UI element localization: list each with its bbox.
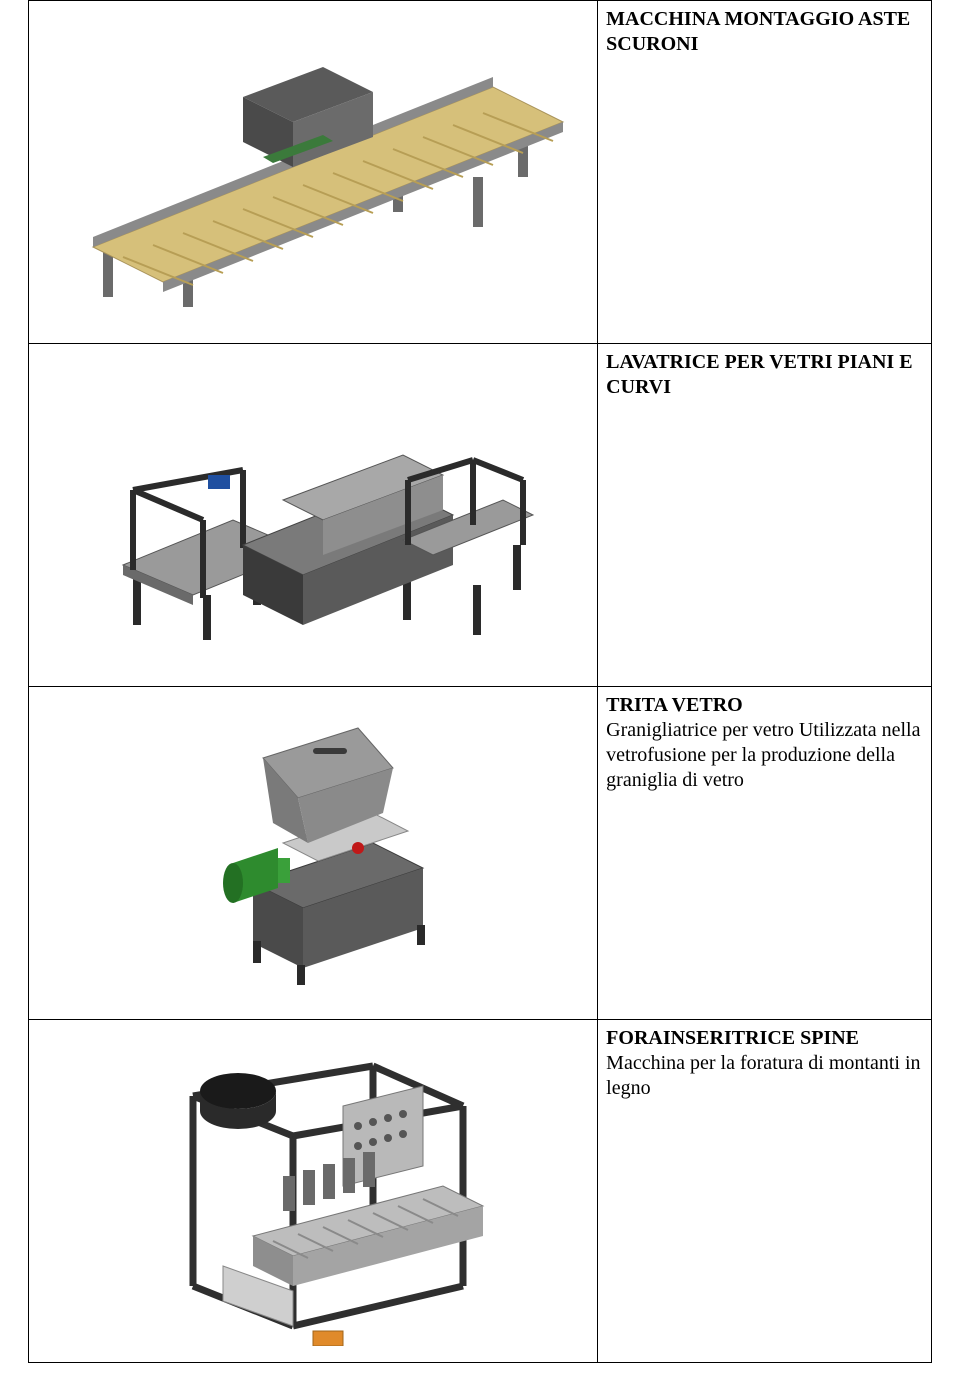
machine-illustration-1 bbox=[53, 7, 573, 317]
table-row: TRITA VETRO Granigliatrice per vetro Uti… bbox=[29, 687, 932, 1020]
machine-illustration-3 bbox=[153, 693, 473, 993]
image-cell-3 bbox=[29, 687, 598, 1020]
row-title: FORAINSERITRICE SPINE bbox=[606, 1027, 859, 1049]
machine-illustration-4 bbox=[113, 1026, 513, 1346]
image-cell-1 bbox=[29, 1, 598, 344]
machines-table: MACCHINA MONTAGGIO ASTE SCURONI bbox=[28, 0, 932, 1363]
text-cell-1: MACCHINA MONTAGGIO ASTE SCURONI bbox=[598, 1, 932, 344]
row-desc: Macchina per la foratura di montanti in … bbox=[606, 1052, 920, 1099]
row-desc: Granigliatrice per vetro Utilizzata nell… bbox=[606, 719, 920, 791]
table-row: LAVATRICE PER VETRI PIANI E CURVI bbox=[29, 344, 932, 687]
row-title: LAVATRICE PER VETRI PIANI E CURVI bbox=[606, 351, 912, 398]
image-cell-2 bbox=[29, 344, 598, 687]
text-cell-4: FORAINSERITRICE SPINE Macchina per la fo… bbox=[598, 1020, 932, 1363]
row-title: MACCHINA MONTAGGIO ASTE SCURONI bbox=[606, 8, 910, 55]
machine-illustration-2 bbox=[83, 350, 543, 660]
table-row: FORAINSERITRICE SPINE Macchina per la fo… bbox=[29, 1020, 932, 1363]
image-cell-4 bbox=[29, 1020, 598, 1363]
text-cell-3: TRITA VETRO Granigliatrice per vetro Uti… bbox=[598, 687, 932, 1020]
table-row: MACCHINA MONTAGGIO ASTE SCURONI bbox=[29, 1, 932, 344]
text-cell-2: LAVATRICE PER VETRI PIANI E CURVI bbox=[598, 344, 932, 687]
row-title: TRITA VETRO bbox=[606, 694, 743, 716]
